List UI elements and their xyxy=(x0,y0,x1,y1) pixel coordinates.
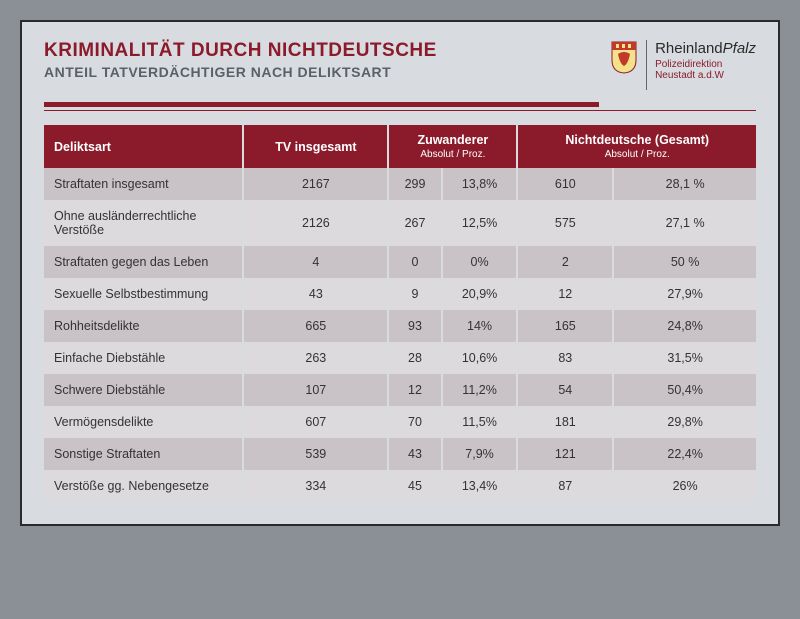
header: KRIMINALITÄT DURCH NICHTDEUTSCHE ANTEIL … xyxy=(44,40,756,90)
cell-n-abs: 575 xyxy=(517,200,613,246)
cell-tv: 2167 xyxy=(243,168,388,200)
col-zuwanderer: Zuwanderer Absolut / Proz. xyxy=(388,125,517,168)
table-body: Straftaten insgesamt216729913,8%61028,1 … xyxy=(44,168,756,502)
page-container: KRIMINALITÄT DURCH NICHTDEUTSCHE ANTEIL … xyxy=(20,20,780,526)
cell-label: Einfache Diebstähle xyxy=(44,342,243,374)
cell-z-pct: 14% xyxy=(442,310,518,342)
brand-name: RheinlandPfalz xyxy=(655,40,756,57)
cell-z-pct: 11,2% xyxy=(442,374,518,406)
table-row: Straftaten insgesamt216729913,8%61028,1 … xyxy=(44,168,756,200)
table-row: Schwere Diebstähle1071211,2%5450,4% xyxy=(44,374,756,406)
header-rule xyxy=(44,102,756,111)
coat-of-arms-icon xyxy=(610,40,638,74)
page-subtitle: ANTEIL TATVERDÄCHTIGER NACH DELIKTSART xyxy=(44,64,610,80)
cell-n-pct: 27,9% xyxy=(613,278,756,310)
brand-location: Neustadt a.d.W xyxy=(655,70,756,81)
cell-z-pct: 10,6% xyxy=(442,342,518,374)
cell-n-abs: 165 xyxy=(517,310,613,342)
cell-z-pct: 20,9% xyxy=(442,278,518,310)
page-title: KRIMINALITÄT DURCH NICHTDEUTSCHE xyxy=(44,40,610,62)
brand-text: RheinlandPfalz Polizeidirektion Neustadt… xyxy=(655,40,756,81)
cell-label: Straftaten insgesamt xyxy=(44,168,243,200)
table-row: Vermögensdelikte6077011,5%18129,8% xyxy=(44,406,756,438)
col-nichtdeutsche: Nichtdeutsche (Gesamt) Absolut / Proz. xyxy=(517,125,756,168)
cell-tv: 43 xyxy=(243,278,388,310)
cell-z-abs: 93 xyxy=(388,310,441,342)
cell-n-pct: 27,1 % xyxy=(613,200,756,246)
cell-label: Rohheitsdelikte xyxy=(44,310,243,342)
cell-tv: 334 xyxy=(243,470,388,502)
cell-z-pct: 13,4% xyxy=(442,470,518,502)
cell-label: Ohne ausländerrechtliche Verstöße xyxy=(44,200,243,246)
cell-n-pct: 22,4% xyxy=(613,438,756,470)
cell-z-pct: 0% xyxy=(442,246,518,278)
cell-z-abs: 9 xyxy=(388,278,441,310)
cell-z-pct: 12,5% xyxy=(442,200,518,246)
table-row: Verstöße gg. Nebengesetze3344513,4%8726% xyxy=(44,470,756,502)
cell-n-abs: 2 xyxy=(517,246,613,278)
logo-block: RheinlandPfalz Polizeidirektion Neustadt… xyxy=(610,40,756,90)
cell-z-abs: 299 xyxy=(388,168,441,200)
cell-tv: 2126 xyxy=(243,200,388,246)
cell-z-abs: 43 xyxy=(388,438,441,470)
table-row: Sexuelle Selbstbestimmung43920,9%1227,9% xyxy=(44,278,756,310)
cell-z-abs: 0 xyxy=(388,246,441,278)
cell-n-abs: 54 xyxy=(517,374,613,406)
cell-z-abs: 70 xyxy=(388,406,441,438)
data-table: Deliktsart TV insgesamt Zuwanderer Absol… xyxy=(44,125,756,502)
cell-z-abs: 28 xyxy=(388,342,441,374)
cell-n-abs: 610 xyxy=(517,168,613,200)
brand-name-a: Rheinland xyxy=(655,40,723,57)
cell-n-pct: 50 % xyxy=(613,246,756,278)
cell-label: Sexuelle Selbstbestimmung xyxy=(44,278,243,310)
cell-n-pct: 28,1 % xyxy=(613,168,756,200)
cell-z-pct: 13,8% xyxy=(442,168,518,200)
brand-name-b: Pfalz xyxy=(723,40,756,57)
cell-z-abs: 45 xyxy=(388,470,441,502)
cell-n-abs: 12 xyxy=(517,278,613,310)
cell-n-abs: 87 xyxy=(517,470,613,502)
cell-tv: 107 xyxy=(243,374,388,406)
brand-divider xyxy=(646,40,647,90)
cell-n-pct: 26% xyxy=(613,470,756,502)
cell-n-pct: 24,8% xyxy=(613,310,756,342)
cell-z-pct: 11,5% xyxy=(442,406,518,438)
cell-n-pct: 50,4% xyxy=(613,374,756,406)
cell-label: Sonstige Straftaten xyxy=(44,438,243,470)
cell-n-abs: 83 xyxy=(517,342,613,374)
col-deliktsart: Deliktsart xyxy=(44,125,243,168)
cell-label: Schwere Diebstähle xyxy=(44,374,243,406)
cell-label: Vermögensdelikte xyxy=(44,406,243,438)
cell-tv: 665 xyxy=(243,310,388,342)
cell-tv: 539 xyxy=(243,438,388,470)
cell-n-pct: 29,8% xyxy=(613,406,756,438)
cell-n-pct: 31,5% xyxy=(613,342,756,374)
cell-label: Verstöße gg. Nebengesetze xyxy=(44,470,243,502)
table-row: Straftaten gegen das Leben400%250 % xyxy=(44,246,756,278)
table-row: Einfache Diebstähle2632810,6%8331,5% xyxy=(44,342,756,374)
table-row: Ohne ausländerrechtliche Verstöße2126267… xyxy=(44,200,756,246)
cell-label: Straftaten gegen das Leben xyxy=(44,246,243,278)
table-head: Deliktsart TV insgesamt Zuwanderer Absol… xyxy=(44,125,756,168)
table-row: Sonstige Straftaten539437,9%12122,4% xyxy=(44,438,756,470)
col-tv-insgesamt: TV insgesamt xyxy=(243,125,388,168)
table-row: Rohheitsdelikte6659314%16524,8% xyxy=(44,310,756,342)
cell-n-abs: 121 xyxy=(517,438,613,470)
cell-tv: 263 xyxy=(243,342,388,374)
cell-tv: 4 xyxy=(243,246,388,278)
brand-dept: Polizeidirektion xyxy=(655,59,756,70)
title-block: KRIMINALITÄT DURCH NICHTDEUTSCHE ANTEIL … xyxy=(44,40,610,80)
cell-z-abs: 12 xyxy=(388,374,441,406)
cell-n-abs: 181 xyxy=(517,406,613,438)
cell-tv: 607 xyxy=(243,406,388,438)
cell-z-pct: 7,9% xyxy=(442,438,518,470)
cell-z-abs: 267 xyxy=(388,200,441,246)
